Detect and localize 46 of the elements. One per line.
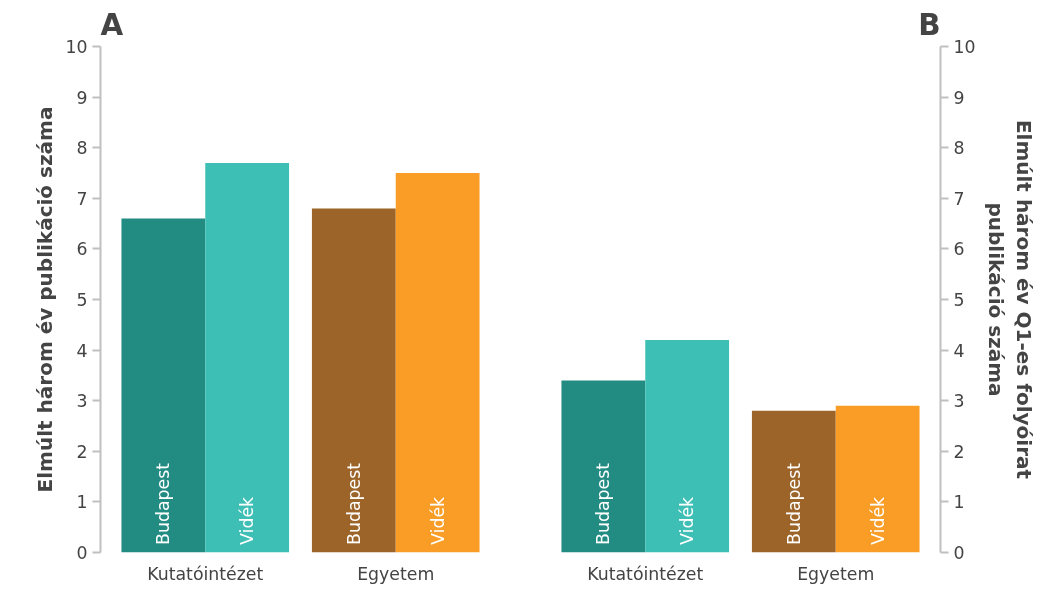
y2-tick-label: 2 (953, 441, 965, 462)
y2-tick-label: 3 (953, 391, 965, 412)
x-tick-label: Kutatóintézet (587, 563, 704, 584)
x-tick-label: Kutatóintézet (147, 563, 264, 584)
y-axis-title: Elmúlt három év publikáció száma (33, 106, 58, 493)
bar (205, 162, 290, 553)
y2-tick-label: 1 (953, 492, 965, 513)
series-label: Budapest (153, 462, 174, 545)
y2-tick-label: 6 (953, 239, 965, 260)
y-tick-label: 10 (65, 37, 88, 57)
y2-tick-label: 9 (953, 87, 965, 108)
y-tick-label: 1 (76, 492, 88, 513)
y-tick-label: 4 (76, 340, 88, 361)
text: Vidék (867, 496, 888, 545)
series-label: Budapest (593, 462, 614, 545)
chart-title: B (918, 7, 941, 42)
y2-tick-label: 10 (953, 37, 976, 57)
bar (751, 410, 836, 553)
y-tick-label: 2 (76, 441, 88, 462)
series-label: Vidék (677, 496, 698, 545)
bar (311, 208, 396, 553)
bar (395, 173, 480, 553)
y-tick-label: 0 (76, 543, 88, 563)
bar (561, 380, 646, 553)
y-tick-label: 6 (76, 239, 88, 260)
y2-tick-label: 8 (953, 138, 965, 159)
y-tick-label: 3 (76, 391, 88, 412)
y2-tick-label: 7 (953, 188, 965, 209)
y-tick-label: 5 (76, 290, 88, 310)
y2-tick-label: 4 (953, 340, 965, 361)
text: Budapest (783, 462, 804, 545)
chart-title: A (100, 7, 124, 42)
bar (645, 339, 730, 553)
series-label: Vidék (237, 496, 258, 545)
x-tick-label: Egyetem (357, 563, 435, 584)
y2-tick-label: 0 (953, 543, 965, 563)
y-tick-label: 7 (76, 188, 88, 209)
y-tick-label: 8 (76, 138, 88, 159)
y2-tick-label: 5 (953, 290, 965, 310)
y-tick-label: 9 (76, 87, 88, 108)
x-tick-label: Egyetem (797, 563, 875, 584)
bar (835, 405, 920, 553)
text: Vidék (427, 496, 448, 545)
text: Budapest (343, 462, 364, 545)
y2-axis-title: Elmúlt három év Q1-es folyóirat publikáció száma (983, 119, 1037, 480)
bar (121, 218, 206, 553)
